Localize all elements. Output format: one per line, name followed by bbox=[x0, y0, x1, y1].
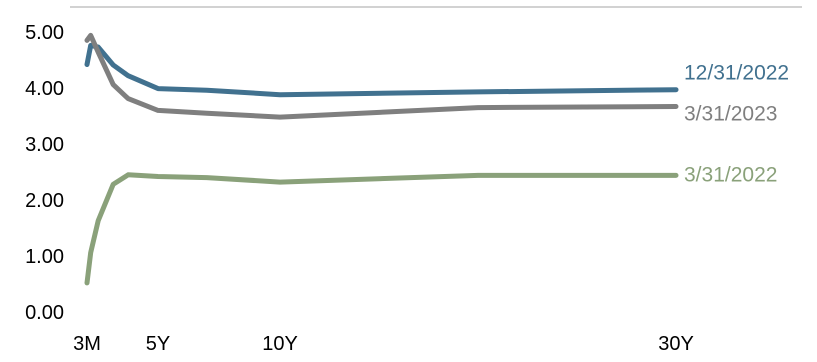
series-layer bbox=[84, 32, 679, 286]
series-line-0 bbox=[84, 42, 679, 98]
series-label-1: 3/31/2023 bbox=[684, 102, 777, 125]
y-tick-label: 2.00 bbox=[25, 190, 64, 212]
series-label-2: 3/31/2022 bbox=[684, 163, 777, 186]
x-tick-label: 30Y bbox=[658, 333, 694, 355]
y-tick-label: 1.00 bbox=[25, 246, 64, 268]
series-line-2 bbox=[84, 172, 679, 286]
x-tick-label: 3M bbox=[73, 333, 101, 355]
x-tick-label: 10Y bbox=[262, 333, 298, 355]
series-label-0: 12/31/2022 bbox=[684, 62, 789, 85]
y-tick-label: 4.00 bbox=[25, 78, 64, 100]
series-labels: 12/31/2022 3/31/2023 3/31/2022 bbox=[684, 62, 789, 187]
y-tick-label: 0.00 bbox=[25, 302, 64, 324]
x-tick-label: 5Y bbox=[146, 333, 170, 355]
series-line-1 bbox=[84, 32, 679, 120]
y-axis: 0.00 1.00 2.00 3.00 4.00 5.00 bbox=[25, 22, 64, 324]
y-tick-label: 5.00 bbox=[25, 22, 64, 44]
y-tick-label: 3.00 bbox=[25, 134, 64, 156]
x-axis: 3M 5Y 10Y 30Y bbox=[73, 333, 694, 355]
